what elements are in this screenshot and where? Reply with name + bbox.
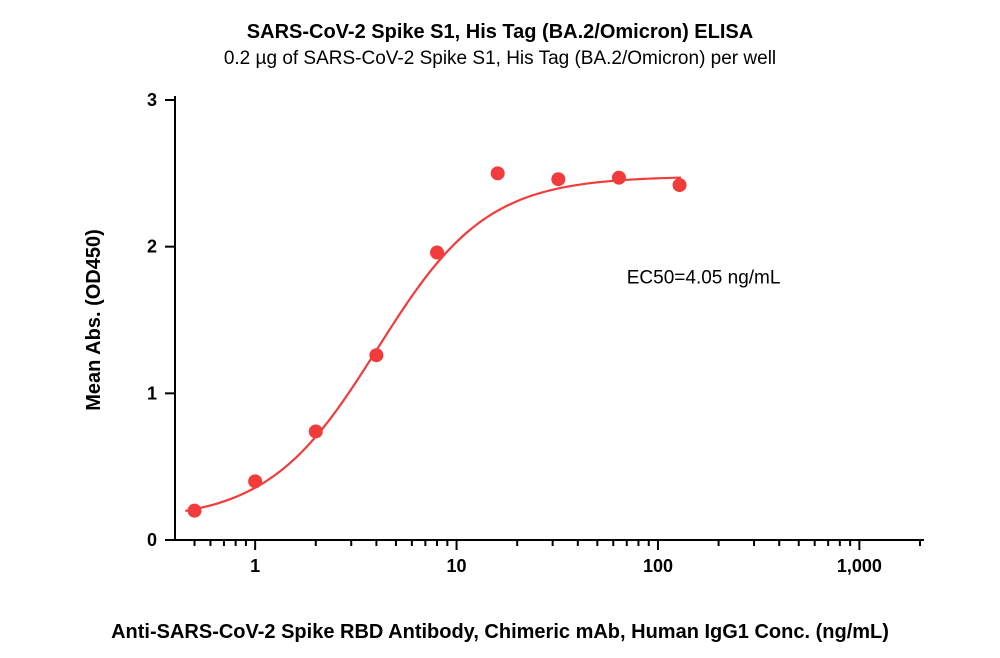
fit-curve (185, 178, 681, 511)
chart-subtitle: 0.2 µg of SARS-CoV-2 Spike S1, His Tag (… (224, 48, 776, 69)
x-axis-label: Anti-SARS-CoV-2 Spike RBD Antibody, Chim… (111, 621, 889, 643)
chart-container: { "chart": { "type": "scatter+line", "ti… (0, 0, 1000, 658)
ec50-annotation: EC50=4.05 ng/mL (627, 267, 781, 288)
data-point (188, 504, 202, 518)
x-tick-label: 1,000 (837, 556, 882, 576)
y-axis-label: Mean Abs. (OD450) (83, 229, 105, 411)
y-tick-label: 1 (147, 383, 157, 403)
y-tick-label: 0 (147, 530, 157, 550)
y-tick-label: 2 (147, 237, 157, 257)
x-tick-label: 100 (643, 556, 673, 576)
elisa-chart-svg: SARS-CoV-2 Spike S1, His Tag (BA.2/Omicr… (0, 0, 1000, 658)
chart-title: SARS-CoV-2 Spike S1, His Tag (BA.2/Omicr… (247, 21, 753, 43)
data-point (673, 178, 687, 192)
data-point (369, 348, 383, 362)
data-point (551, 172, 565, 186)
data-point (309, 424, 323, 438)
x-tick-label: 1 (250, 556, 260, 576)
data-points (188, 166, 687, 517)
data-point (612, 171, 626, 185)
axes: 0 1 2 3 1 10 100 1,000 (147, 90, 924, 576)
y-tick-label: 3 (147, 90, 157, 110)
data-point (248, 474, 262, 488)
x-tick-label: 10 (447, 556, 467, 576)
data-point (491, 166, 505, 180)
data-point (430, 246, 444, 260)
